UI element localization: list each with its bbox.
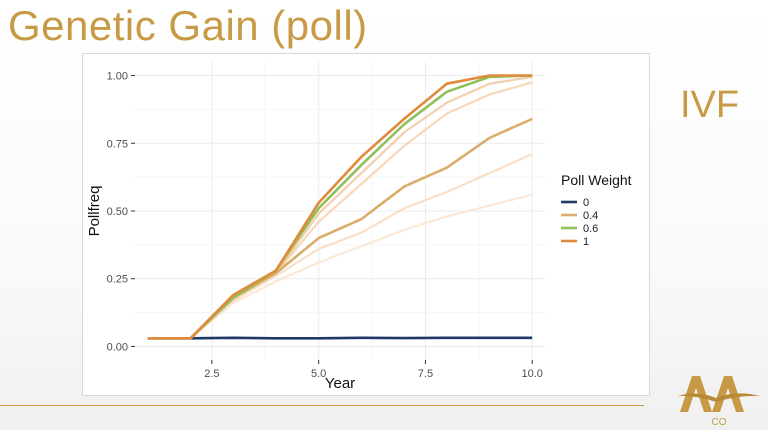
faded-line-3 [147, 193, 533, 340]
series-line-1 [147, 74, 533, 340]
logo-text: CO [712, 417, 727, 428]
grid [135, 62, 545, 360]
legend-title: Poll Weight [561, 172, 632, 188]
legend: 00.40.61 [561, 197, 598, 248]
footer-rule [0, 405, 644, 406]
chart-panel: 0.00 0.25 0.50 0.75 1.00 2.5 5.0 7.5 10.0 Year … [82, 53, 650, 396]
line-chart: 0.000.250.500.751.00 2.5 5.0 7.5 10.0 Year … [86, 62, 632, 392]
x-axis: 2.5 5.0 7.5 10.0 [204, 360, 543, 380]
series-lines [147, 74, 533, 340]
series-line-0 [147, 336, 533, 340]
y-tick-label: 0.00 [107, 341, 128, 353]
slide-title: Genetic Gain (poll) [8, 2, 368, 49]
legend-label-1: 1 [583, 236, 589, 248]
y-axis: 0.00 0.25 0.50 0.75 1.00 [107, 71, 135, 353]
legend-label-0.4: 0.4 [583, 210, 598, 222]
x-tick-label: 5.0 [311, 368, 326, 380]
company-logo: CO [678, 376, 760, 428]
x-tick-label: 10.0 [521, 368, 542, 380]
x-tick-label: 2.5 [204, 368, 219, 380]
legend-label-0: 0 [583, 197, 589, 209]
x-axis-label: Year [325, 375, 355, 392]
y-tick-label: 1.00 [107, 71, 128, 83]
legend-label-0.6: 0.6 [583, 223, 598, 235]
x-tick-label: 7.5 [418, 368, 433, 380]
ivf-label: IVF [680, 84, 740, 126]
y-axis-label: Pollfreq [86, 186, 103, 237]
y-tick-label: 0.50 [107, 206, 128, 218]
y-tick-label: 0.75 [107, 138, 128, 150]
y-tick-label: 0.25 [107, 274, 128, 286]
